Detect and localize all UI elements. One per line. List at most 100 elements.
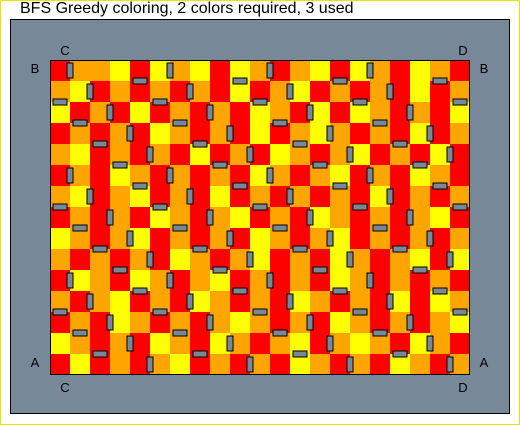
- grid-cell: [310, 186, 330, 207]
- maze-gap: [146, 251, 154, 268]
- grid-cell: [350, 186, 370, 207]
- grid-cell: [110, 81, 130, 102]
- grid-cell: [370, 228, 390, 249]
- grid-cell: [210, 207, 230, 228]
- corner-label-bottom-right: D: [458, 380, 468, 395]
- maze-gap: [366, 272, 374, 289]
- corner-label-upper-right: B: [479, 61, 489, 76]
- grid-cell: [330, 123, 350, 144]
- grid-cell: [190, 60, 210, 81]
- grid-cell: [130, 123, 150, 144]
- maze-gap: [292, 245, 308, 253]
- maze-gap: [166, 62, 174, 79]
- maze-gap: [206, 209, 214, 226]
- grid-cell: [450, 81, 470, 102]
- grid-cell: [410, 207, 430, 228]
- grid-cell: [150, 207, 170, 228]
- grid-cell: [250, 186, 270, 207]
- maze-gap: [66, 62, 74, 79]
- maze-gap: [172, 329, 188, 337]
- maze-gap: [346, 146, 354, 163]
- maze-gap: [152, 308, 168, 316]
- grid-cell: [430, 186, 450, 207]
- grid-cell: [310, 228, 330, 249]
- grid-cell: [310, 270, 330, 291]
- grid-cell: [430, 60, 450, 81]
- grid-cell: [210, 291, 230, 312]
- grid-cell: [50, 144, 70, 165]
- grid-cell: [410, 249, 430, 270]
- grid-cell: [130, 186, 150, 207]
- grid-cell: [250, 144, 270, 165]
- grid-cell: [50, 165, 70, 186]
- grid-cell: [350, 123, 370, 144]
- corner-label-top-left: C: [60, 43, 70, 58]
- maze-gap: [366, 62, 374, 79]
- maze-gap: [446, 251, 454, 268]
- maze-gap: [252, 98, 268, 106]
- maze-gap: [152, 98, 168, 106]
- maze-gap: [406, 104, 414, 121]
- grid-cell: [170, 144, 190, 165]
- grid-cell: [150, 249, 170, 270]
- grid-cell: [110, 333, 130, 354]
- grid-cell: [350, 81, 370, 102]
- grid-cell: [50, 312, 70, 333]
- grid-cell: [390, 123, 410, 144]
- grid-cell: [110, 123, 130, 144]
- grid-cell: [130, 333, 150, 354]
- maze-gap: [86, 293, 94, 310]
- maze-gap: [192, 140, 208, 148]
- grid-cell: [150, 186, 170, 207]
- maze-gap: [266, 272, 274, 289]
- grid-cell: [90, 291, 110, 312]
- grid-cell: [210, 123, 230, 144]
- grid-cell: [110, 102, 130, 123]
- grid-cell: [230, 81, 250, 102]
- maze-gap: [452, 308, 468, 316]
- grid-cell: [90, 333, 110, 354]
- grid-cell: [330, 354, 350, 375]
- corner-label-lower-right: A: [479, 355, 489, 370]
- grid-cell: [210, 333, 230, 354]
- grid-cell: [410, 123, 430, 144]
- grid-cell: [430, 102, 450, 123]
- grid-cell: [290, 144, 310, 165]
- maze-gap: [226, 125, 234, 142]
- grid-cell: [310, 249, 330, 270]
- grid-cell: [210, 312, 230, 333]
- corner-label-lower-left: A: [30, 355, 40, 370]
- maze-gap: [52, 203, 68, 211]
- maze-gap: [426, 125, 434, 142]
- maze-gap: [92, 245, 108, 253]
- maze-gap: [66, 167, 74, 184]
- grid-border: [50, 60, 470, 375]
- grid-cell: [290, 60, 310, 81]
- grid-cell: [170, 249, 190, 270]
- grid-cell: [410, 291, 430, 312]
- grid-cell: [310, 312, 330, 333]
- grid-cell: [410, 102, 430, 123]
- grid-cell: [330, 207, 350, 228]
- maze-gap: [126, 125, 134, 142]
- grid-cell: [130, 207, 150, 228]
- grid-cell: [110, 249, 130, 270]
- maze-gap: [72, 224, 88, 232]
- grid-cell: [230, 207, 250, 228]
- grid-cell: [250, 291, 270, 312]
- grid-cell: [350, 165, 370, 186]
- maze-gap: [306, 314, 314, 331]
- maze-gap: [272, 119, 288, 127]
- grid-cell: [170, 60, 190, 81]
- grid-cell: [230, 270, 250, 291]
- grid-cell: [250, 228, 270, 249]
- maze-gap: [166, 272, 174, 289]
- grid-cell: [410, 60, 430, 81]
- maze-gap: [412, 266, 428, 274]
- grid-cell: [50, 207, 70, 228]
- grid-cell: [90, 312, 110, 333]
- grid-cell: [90, 186, 110, 207]
- grid-cell: [110, 291, 130, 312]
- grid-cell: [430, 312, 450, 333]
- grid-cell: [130, 165, 150, 186]
